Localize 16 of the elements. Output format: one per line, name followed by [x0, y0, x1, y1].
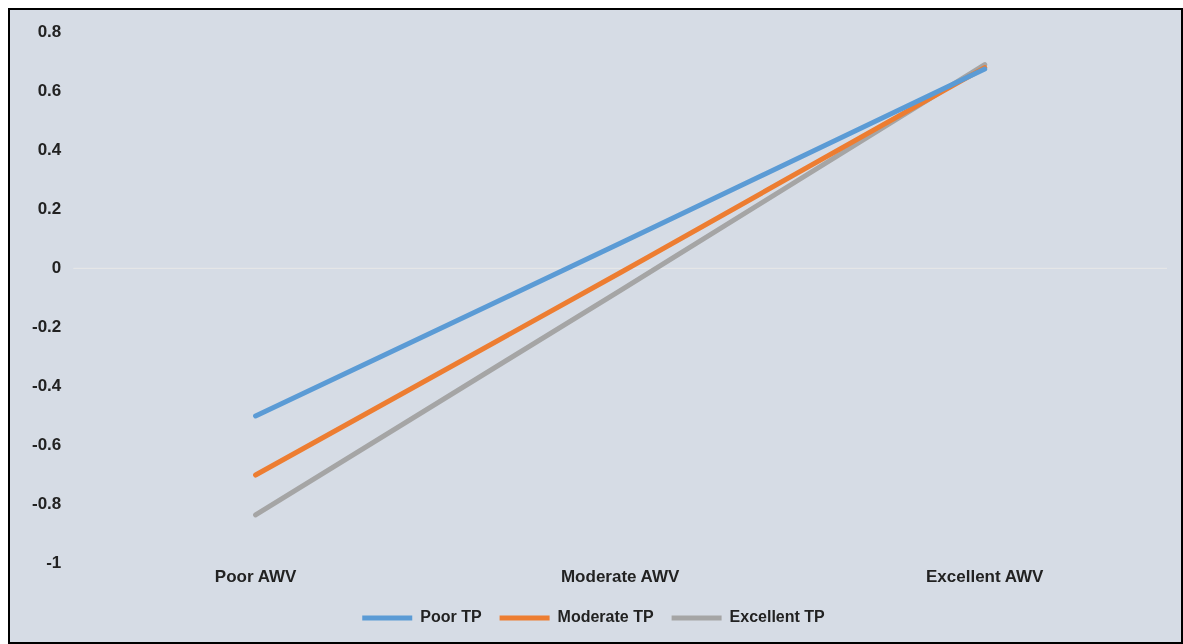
x-tick-label: Excellent AWV [925, 567, 1045, 587]
legend-label: Poor TP [420, 608, 482, 626]
legend-label: Moderate TP [557, 608, 654, 626]
y-tick-label: -0.8 [32, 494, 62, 514]
x-tick-label: Moderate AWV [560, 567, 680, 587]
y-tick-label: 0 [51, 258, 62, 278]
y-tick-label: 0.2 [37, 199, 62, 219]
legend-label: Excellent TP [729, 608, 826, 626]
y-tick-label: 0.8 [37, 21, 62, 41]
y-tick-label: 0.4 [37, 139, 62, 159]
y-tick-label: 0.6 [37, 80, 62, 100]
y-tick-label: -1 [46, 553, 62, 573]
y-tick-label: -0.2 [32, 317, 62, 337]
y-tick-label: -0.4 [32, 376, 62, 396]
y-tick-label: -0.6 [32, 435, 62, 455]
x-tick-label: Poor AWV [214, 567, 297, 587]
